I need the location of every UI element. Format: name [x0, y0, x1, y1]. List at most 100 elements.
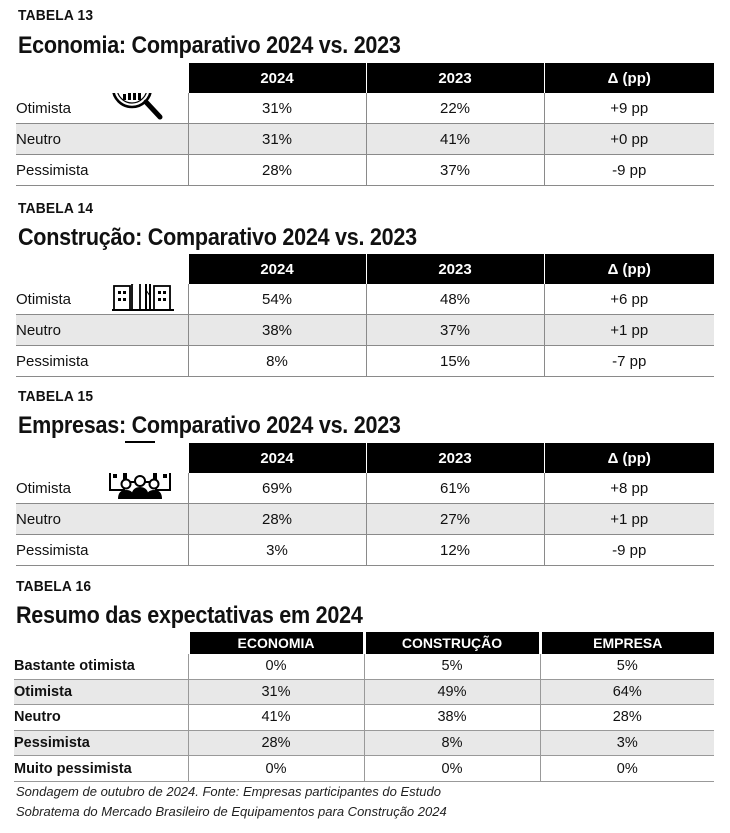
cell: 41% [187, 704, 364, 731]
column-header: Δ (pp) [543, 63, 714, 93]
row-label: Otimista [16, 93, 188, 124]
cell: +8 pp [543, 473, 714, 504]
table-label: TABELA 13 [18, 7, 94, 24]
cell: 3% [539, 730, 714, 757]
cell: 8% [363, 730, 540, 757]
cell: 28% [187, 154, 366, 186]
cell: +1 pp [543, 314, 714, 346]
cell: 5% [363, 654, 540, 680]
cell: +0 pp [543, 123, 714, 155]
cell: 0% [363, 755, 540, 782]
row-label: Neutro [16, 503, 188, 535]
cell: 54% [187, 284, 366, 315]
footnote-line: Sobratema do Mercado Brasileiro de Equip… [16, 804, 447, 819]
table-row: Neutro 41% 38% 28% [14, 704, 714, 731]
cell: 64% [539, 679, 714, 706]
cell: 0% [539, 755, 714, 782]
row-label: Pessimista [16, 534, 188, 566]
table-row: Neutro 31% 41% +0 pp [16, 123, 714, 155]
table-title: Empresas: Comparativo 2024 vs. 2023 [18, 412, 401, 439]
table-row: Neutro 38% 37% +1 pp [16, 314, 714, 346]
cell: 3% [187, 534, 366, 566]
row-label: Pessimista [16, 154, 188, 186]
table-row: Otimista 31% 49% 64% [14, 679, 714, 706]
row-label: Pessimista [16, 345, 188, 377]
header-empty-cell [16, 254, 188, 284]
table-row: Muito pessimista 0% 0% 0% [14, 755, 714, 782]
header-empty-cell [16, 63, 188, 93]
cell: 27% [365, 503, 544, 535]
cell: 61% [365, 473, 544, 504]
table-13-section: TABELA 13 Economia: Comparativo 2024 vs.… [0, 0, 730, 190]
table-14-section: TABELA 14 Construção: Comparativo 2024 v… [0, 190, 730, 380]
comparison-table: 2024 2023 Δ (pp) Otimista 31% 22% +9 pp … [16, 63, 714, 186]
header-empty-cell [14, 632, 188, 654]
table-label: TABELA 15 [18, 388, 94, 405]
table-label: TABELA 16 [16, 578, 92, 595]
cell: 28% [539, 704, 714, 731]
table-header-row: 2024 2023 Δ (pp) [16, 443, 714, 473]
cell: 31% [187, 123, 366, 155]
cell: -9 pp [543, 534, 714, 566]
table-16-section: TABELA 16 Resumo das expectativas em 202… [0, 570, 730, 833]
table-row: Neutro 28% 27% +1 pp [16, 503, 714, 535]
column-header: 2024 [187, 443, 366, 473]
row-label: Otimista [16, 473, 188, 504]
row-label: Pessimista [14, 730, 188, 757]
column-header: Δ (pp) [543, 254, 714, 284]
table-row: Otimista 31% 22% +9 pp [16, 93, 714, 124]
column-header: Δ (pp) [543, 443, 714, 473]
row-label: Bastante otimista [14, 654, 188, 680]
comparison-table: 2024 2023 Δ (pp) Otimista 69% 61% +8 pp … [16, 443, 714, 566]
table-15-section: TABELA 15 Empresas: Comparativo 2024 vs.… [0, 380, 730, 570]
cell: +9 pp [543, 93, 714, 124]
table-row: Otimista 54% 48% +6 pp [16, 284, 714, 315]
cell: -7 pp [543, 345, 714, 377]
summary-table: ECONOMIA CONSTRUÇÃO EMPRESA Bastante oti… [14, 632, 714, 782]
table-title: Resumo das expectativas em 2024 [16, 602, 363, 629]
cell: 41% [365, 123, 544, 155]
column-header: 2023 [365, 254, 544, 284]
table-row: Pessimista 8% 15% -7 pp [16, 345, 714, 377]
table-row: Pessimista 3% 12% -9 pp [16, 534, 714, 566]
column-header: 2023 [365, 63, 544, 93]
cell: 12% [365, 534, 544, 566]
cell: 15% [365, 345, 544, 377]
column-header: 2023 [365, 443, 544, 473]
cell: 31% [187, 93, 366, 124]
column-header: 2024 [187, 254, 366, 284]
cell: 48% [365, 284, 544, 315]
cell: 22% [365, 93, 544, 124]
row-label: Neutro [14, 704, 188, 731]
table-label: TABELA 14 [18, 200, 94, 217]
column-header: EMPRESA [538, 632, 714, 654]
table-header-row: ECONOMIA CONSTRUÇÃO EMPRESA [14, 632, 714, 654]
column-header: ECONOMIA [186, 632, 364, 654]
row-label: Muito pessimista [14, 755, 188, 782]
table-title: Economia: Comparativo 2024 vs. 2023 [18, 32, 401, 59]
row-label: Otimista [16, 284, 188, 315]
table-row: Otimista 69% 61% +8 pp [16, 473, 714, 504]
row-label: Neutro [16, 314, 188, 346]
column-header: CONSTRUÇÃO [362, 632, 540, 654]
row-label: Neutro [16, 123, 188, 155]
cell: 28% [187, 730, 364, 757]
cell: 28% [187, 503, 366, 535]
cell: 69% [187, 473, 366, 504]
table-row: Pessimista 28% 37% -9 pp [16, 154, 714, 186]
cell: 49% [363, 679, 540, 706]
footnote-line: Sondagem de outubro de 2024. Fonte: Empr… [16, 784, 441, 799]
row-label: Otimista [14, 679, 188, 706]
cell: 0% [187, 755, 364, 782]
cell: 0% [187, 654, 364, 680]
header-empty-cell [16, 443, 188, 473]
cell: -9 pp [543, 154, 714, 186]
cell: 8% [187, 345, 366, 377]
cell: 37% [365, 154, 544, 186]
cell: 31% [187, 679, 364, 706]
table-header-row: 2024 2023 Δ (pp) [16, 254, 714, 284]
table-header-row: 2024 2023 Δ (pp) [16, 63, 714, 93]
column-header: 2024 [187, 63, 366, 93]
table-title: Construção: Comparativo 2024 vs. 2023 [18, 224, 417, 251]
cell: +6 pp [543, 284, 714, 315]
